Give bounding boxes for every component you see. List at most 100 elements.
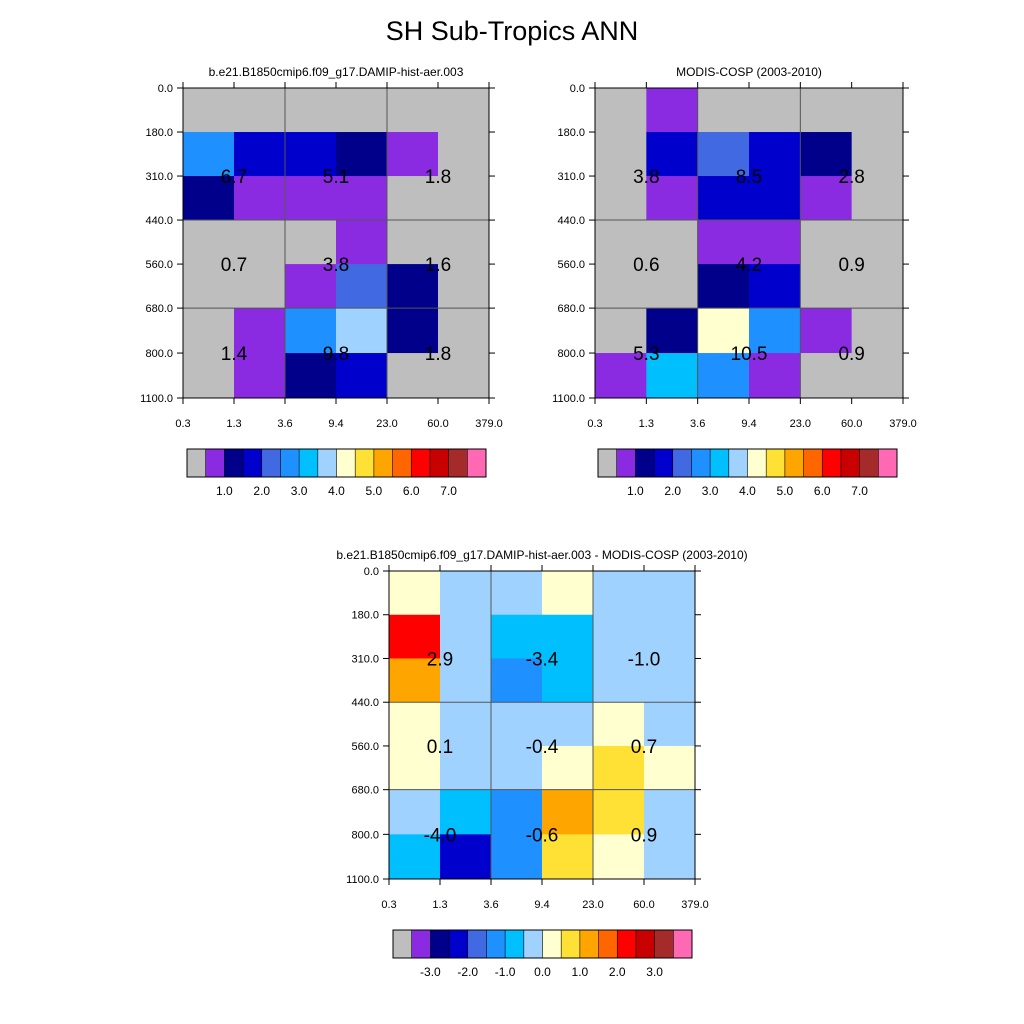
- colorbar-swatch: [467, 930, 487, 958]
- colorbar-label: 0.0: [534, 965, 551, 979]
- heatmap-cell: [438, 264, 490, 309]
- heatmap-cell: [644, 614, 696, 659]
- colorbar-swatch: [635, 449, 655, 477]
- value-label: 9.8: [323, 344, 349, 365]
- heatmap-cell: [440, 745, 492, 791]
- colorbar-swatch: [317, 449, 337, 477]
- heatmap-cell: [593, 571, 645, 616]
- heatmap-cell: [440, 658, 492, 703]
- heatmap-cell: [851, 88, 904, 133]
- value-label: -1.0: [628, 649, 661, 670]
- y-tick-label: 1100.0: [552, 393, 585, 405]
- panel-title: MODIS-COSP (2003-2010): [676, 65, 822, 79]
- heatmap-cell: [285, 353, 337, 399]
- heatmap-cell: [593, 614, 645, 659]
- heatmap-cell: [851, 353, 904, 399]
- colorbar-swatch: [486, 930, 506, 958]
- heatmap-cell: [336, 132, 388, 177]
- heatmap-cell: [749, 308, 801, 354]
- y-tick-label: 180.0: [557, 127, 585, 139]
- y-tick-label: 560.0: [145, 259, 173, 271]
- heatmap-cell: [491, 745, 543, 791]
- heatmap-cell: [593, 702, 645, 747]
- heatmap-cell: [336, 220, 388, 265]
- heatmap-cell: [183, 176, 235, 221]
- colorbar-swatch: [635, 930, 655, 958]
- value-label: -0.6: [526, 825, 559, 846]
- value-label: 1.4: [221, 344, 248, 365]
- heatmap-cell: [440, 702, 492, 747]
- colorbar-swatch: [728, 449, 748, 477]
- x-tick-label: 1.3: [639, 418, 654, 430]
- heatmap-cell: [851, 132, 904, 177]
- x-tick-label: 9.4: [328, 418, 343, 430]
- value-label: 1.8: [425, 167, 451, 188]
- colorbar-swatch: [467, 449, 487, 477]
- y-tick-label: 440.0: [557, 215, 585, 227]
- value-label: 0.6: [633, 255, 659, 276]
- heatmap-cell: [646, 176, 699, 221]
- heatmap-cell: [234, 132, 286, 177]
- colorbar-label: 2.0: [609, 965, 626, 979]
- heatmap-cell: [491, 614, 543, 659]
- heatmap-cell: [389, 745, 441, 791]
- heatmap-cell: [542, 789, 594, 835]
- heatmap-cell: [440, 614, 492, 659]
- colorbar-swatch: [411, 930, 431, 958]
- heatmap-cell: [389, 834, 441, 880]
- colorbar-swatch: [673, 930, 693, 958]
- colorbar-label: 5.0: [777, 484, 794, 498]
- heatmap-cell: [542, 658, 594, 703]
- y-tick-label: 440.0: [145, 215, 173, 227]
- heatmap-cell: [387, 88, 439, 133]
- heatmap-cell: [749, 176, 801, 221]
- heatmap-cell: [234, 176, 286, 221]
- heatmap-cell: [542, 614, 594, 659]
- value-label: 0.9: [838, 255, 864, 276]
- heatmap-cell: [595, 132, 647, 177]
- y-tick-label: 680.0: [145, 303, 173, 315]
- heatmap-cell: [593, 658, 645, 703]
- heatmap-cell: [644, 658, 696, 703]
- colorbar-swatch: [355, 449, 375, 477]
- heatmap-cell: [749, 88, 801, 133]
- heatmap-cell: [646, 132, 699, 177]
- heatmap-cell: [234, 308, 286, 354]
- heatmap-cell: [542, 571, 594, 616]
- heatmap-cell: [440, 834, 492, 880]
- y-tick-label: 310.0: [145, 171, 173, 183]
- colorbar-swatch: [280, 449, 300, 477]
- heatmap-cell: [387, 176, 439, 221]
- colorbar-label: 3.0: [702, 484, 719, 498]
- colorbar-swatch: [448, 449, 468, 477]
- heatmap-cell: [336, 176, 388, 221]
- colorbar-label: -1.0: [495, 965, 516, 979]
- heatmap-cell: [593, 834, 645, 880]
- heatmap-panel-1: b.e21.B1850cmip6.f09_g17.DAMIP-hist-aer.…: [140, 65, 503, 498]
- heatmap-cell: [387, 353, 439, 399]
- heatmap-cell: [491, 834, 543, 880]
- heatmap-cell: [183, 132, 235, 177]
- heatmap-cell: [336, 308, 388, 354]
- x-tick-label: 379.0: [681, 899, 709, 911]
- heatmap-cell: [387, 220, 439, 265]
- colorbar-swatch: [243, 449, 263, 477]
- heatmap-cell: [336, 264, 388, 309]
- heatmap-cell: [389, 702, 441, 747]
- colorbar-swatch: [392, 449, 412, 477]
- colorbar-swatch: [747, 449, 767, 477]
- heatmap-cell: [387, 308, 439, 354]
- heatmap-cell: [542, 745, 594, 791]
- colorbar-swatch: [373, 449, 393, 477]
- heatmap-cell: [285, 220, 337, 265]
- heatmap-cell: [644, 702, 696, 747]
- y-tick-label: 310.0: [557, 171, 585, 183]
- x-tick-label: 60.0: [841, 418, 862, 430]
- value-label: 5.3: [633, 344, 659, 365]
- heatmap-cell: [749, 353, 801, 399]
- colorbar-swatch: [822, 449, 842, 477]
- heatmap-cell: [646, 220, 699, 265]
- x-tick-label: 3.6: [483, 899, 498, 911]
- y-tick-label: 560.0: [557, 259, 585, 271]
